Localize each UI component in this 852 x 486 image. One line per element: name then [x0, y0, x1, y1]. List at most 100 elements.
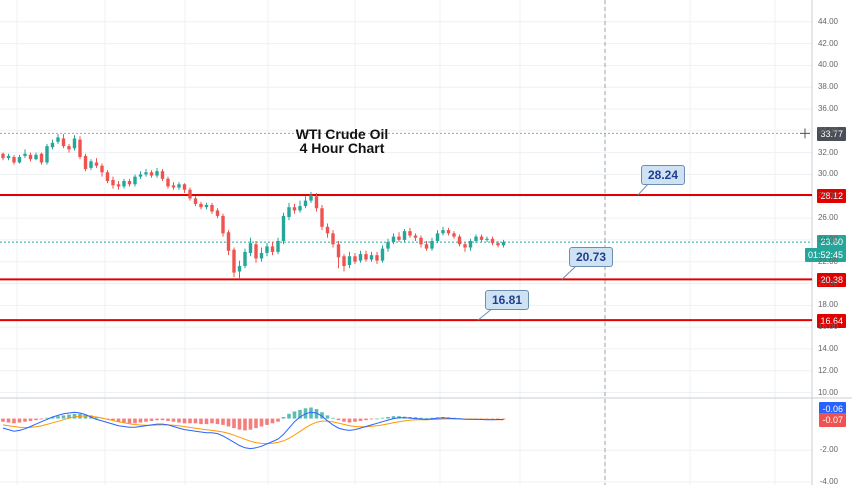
candle-body: [331, 233, 335, 245]
candle-body: [314, 196, 319, 209]
price-tick-label: 40.00: [817, 60, 838, 70]
chart-subtitle: 4 Hour Chart: [299, 140, 385, 156]
candle-body: [28, 154, 33, 160]
candle-body: [177, 184, 181, 188]
macd-histogram-bar: [171, 418, 176, 422]
candle-body: [413, 235, 418, 238]
price-tick-label: 34.00: [817, 125, 838, 135]
macd-histogram-bar: [424, 418, 429, 419]
candle-body: [34, 154, 38, 160]
candle-body: [243, 251, 247, 267]
candle-body: [72, 138, 77, 149]
candle-body: [479, 236, 484, 240]
candle-body: [17, 157, 22, 163]
candle-body: [89, 161, 93, 168]
macd-histogram-bar: [375, 418, 379, 420]
macd-histogram-bar: [12, 418, 16, 424]
candle-body: [463, 244, 467, 248]
candle-body: [270, 246, 275, 252]
macd-histogram-bar: [221, 418, 225, 425]
price-tick-label: 10.00: [817, 387, 838, 397]
candle-body: [171, 185, 176, 188]
candle-body: [23, 153, 27, 156]
candle-body: [468, 240, 473, 248]
candle-body: [485, 238, 489, 240]
macd-tick-label: -4.00: [819, 476, 838, 486]
price-tick-label: 18.00: [817, 300, 838, 310]
candle-body: [309, 195, 313, 201]
candle-body: [435, 233, 440, 241]
candle-body: [221, 215, 225, 234]
candle-body: [248, 243, 253, 253]
macd-histogram-bar: [364, 418, 368, 421]
macd-histogram-bar: [353, 418, 357, 422]
candle-body: [276, 240, 280, 252]
candle-body: [237, 266, 242, 272]
macd-histogram-bar: [45, 417, 49, 419]
macd-histogram-bar: [347, 418, 352, 423]
price-tick-label: 24.00: [817, 234, 838, 244]
candle-body: [144, 172, 148, 175]
macd-tag-1: -0.07: [819, 413, 846, 427]
macd-histogram-bar: [276, 418, 280, 422]
horizontal-lines-layer: [0, 132, 812, 322]
macd-histogram-bar: [72, 413, 77, 419]
candle-body: [155, 171, 159, 176]
candle-body: [204, 204, 209, 208]
macd-signal-line: [2, 415, 504, 445]
candle-body: [50, 142, 55, 148]
macd-histogram-bar: [166, 418, 170, 421]
candle-body: [182, 184, 187, 190]
price-tick-label: 30.00: [817, 169, 838, 179]
candle-body: [232, 249, 236, 273]
candles-layer: [1, 134, 506, 280]
candle-body: [501, 242, 506, 246]
macd-histogram-bar: [199, 418, 203, 425]
macd-histogram-bar: [133, 418, 137, 424]
macd-histogram-bar: [182, 418, 187, 424]
macd-histogram-bar: [243, 418, 247, 431]
candle-body: [133, 176, 137, 185]
macd-histogram-bar: [155, 418, 159, 421]
candle-body: [127, 181, 132, 185]
candle-body: [358, 254, 363, 261]
macd-histogram-bar: [138, 418, 143, 423]
candle-body: [342, 256, 346, 267]
macd-histogram-bar: [380, 417, 385, 419]
candle-body: [39, 153, 44, 163]
macd-histogram-bar: [111, 418, 115, 421]
candle-body: [457, 236, 462, 245]
candle-body: [281, 215, 286, 241]
candle-body: [441, 230, 445, 234]
callout-20.73: 20.73: [569, 247, 614, 267]
macd-histogram-bar: [116, 418, 121, 422]
macd-histogram-bar: [215, 418, 220, 425]
price-tag-20.38: 20.38: [817, 273, 846, 288]
macd-histogram-bar: [226, 418, 231, 427]
candle-body: [369, 255, 374, 260]
macd-histogram-bar: [298, 409, 302, 419]
price-tick-label: 42.00: [817, 38, 838, 48]
macd-histogram-bar: [336, 418, 341, 421]
candle-body: [160, 171, 165, 179]
macd-histogram-bar: [188, 418, 192, 424]
candle-body: [122, 181, 126, 187]
price-tag-23.80: 23.80: [817, 235, 846, 250]
macd-histogram-bar: [160, 418, 165, 421]
macd-histogram-bar: [369, 418, 374, 420]
candle-body: [226, 232, 231, 251]
price-axis-layer: [477, 128, 810, 321]
macd-histogram-bar: [6, 418, 11, 423]
candle-body: [452, 233, 456, 237]
candle-body: [397, 236, 401, 240]
callout-16.81: 16.81: [485, 290, 530, 310]
macd-histogram-bar: [391, 416, 396, 419]
candle-body: [78, 139, 82, 158]
candle-body: [105, 172, 110, 182]
candle-body: [320, 208, 324, 227]
candle-body: [496, 243, 500, 246]
callout-pointer: [477, 307, 494, 321]
candle-body: [188, 189, 192, 199]
price-tick-label: 20.00: [817, 278, 838, 288]
